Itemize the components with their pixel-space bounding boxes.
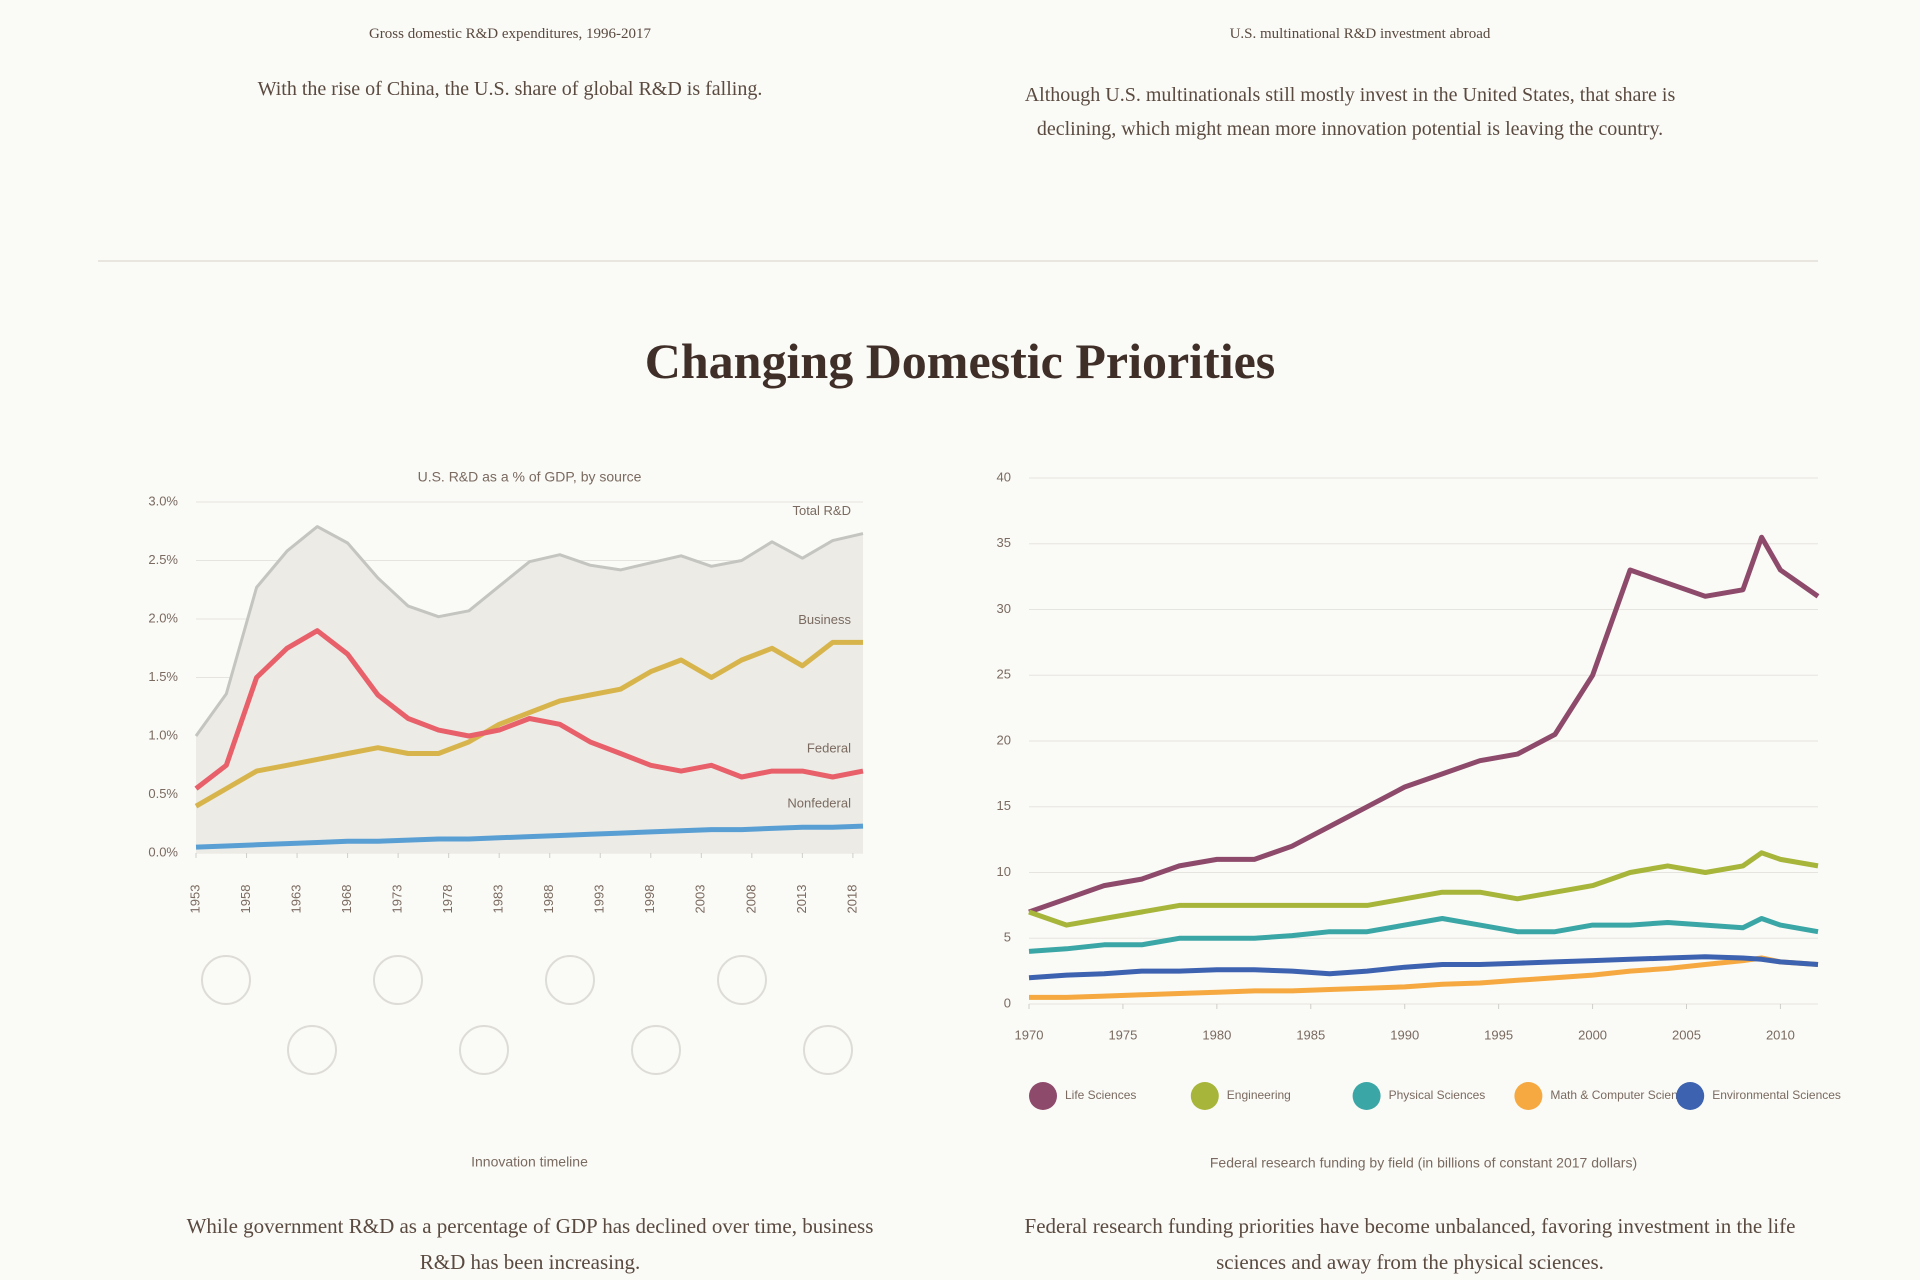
panel-description: With the rise of China, the U.S. share o… <box>257 78 763 100</box>
legend-swatch <box>1029 1082 1057 1110</box>
series-label: Nonfederal <box>787 796 851 811</box>
x-tick-label: 1958 <box>238 885 253 914</box>
x-tick-label: 2000 <box>1578 1027 1607 1042</box>
x-tick-label: 1953 <box>187 885 202 914</box>
x-tick-label: 2005 <box>1672 1027 1701 1042</box>
series-line <box>1028 850 1819 928</box>
y-tick-label: 0.0% <box>148 844 178 859</box>
series-line <box>194 628 864 791</box>
series-line <box>1028 916 1819 954</box>
x-tick-label: 2008 <box>743 885 758 914</box>
panel-caption: U.S. multinational R&D investment abroad <box>1229 26 1491 42</box>
legend-label: Engineering <box>1227 1088 1291 1102</box>
y-tick-label: 0.5% <box>148 786 178 801</box>
legend-label: Math & Computer Sciences <box>1550 1088 1696 1102</box>
y-tick-label: 35 <box>997 535 1011 550</box>
panel-description: Although U.S. multinationals still mostl… <box>1024 84 1676 140</box>
y-tick-label: 1.0% <box>148 727 178 742</box>
chart-caption: Federal research funding by field (in bi… <box>1210 1155 1637 1171</box>
y-tick-label: 10 <box>997 864 1011 879</box>
series-line <box>1028 534 1820 915</box>
x-tick-label: 1983 <box>491 885 506 914</box>
y-tick-label: 40 <box>997 469 1011 484</box>
series-line <box>195 823 864 850</box>
timeline-icon <box>803 1025 853 1075</box>
divider <box>98 260 1818 262</box>
x-tick-label: 1995 <box>1484 1027 1513 1042</box>
timeline-icon <box>287 1025 337 1075</box>
x-tick-label: 1998 <box>642 885 657 914</box>
y-tick-label: 2.5% <box>148 552 178 567</box>
chart-title: U.S. R&D as a % of GDP, by source <box>418 469 642 485</box>
area <box>196 526 863 853</box>
series-line <box>194 525 864 737</box>
series-line <box>1029 955 1819 1000</box>
panel-caption: Gross domestic R&D expenditures, 1996-20… <box>368 26 652 42</box>
note: While government R&D as a percentage of … <box>186 1214 874 1274</box>
series-line <box>1028 954 1819 981</box>
legend-label: Life Sciences <box>1065 1088 1136 1102</box>
x-tick-label: 2010 <box>1766 1027 1795 1042</box>
y-tick-label: 0 <box>1004 995 1011 1010</box>
legend-swatch <box>1352 1082 1381 1110</box>
legend-swatch <box>1676 1082 1705 1110</box>
x-tick-label: 1963 <box>288 885 303 914</box>
series-label: Total R&D <box>792 503 851 518</box>
timeline-icon <box>201 955 251 1005</box>
y-tick-label: 3.0% <box>148 493 178 508</box>
timeline-icon <box>459 1025 509 1075</box>
legend-label: Environmental Sciences <box>1712 1088 1841 1102</box>
y-tick-label: 5 <box>1004 930 1011 945</box>
note: Federal research funding priorities have… <box>1024 1214 1796 1274</box>
x-tick-label: 1993 <box>592 885 607 914</box>
x-tick-label: 1975 <box>1108 1027 1137 1042</box>
timeline-icon <box>717 955 767 1005</box>
timeline-icon <box>545 955 595 1005</box>
series-label: Business <box>798 612 851 627</box>
y-tick-label: 20 <box>997 732 1011 747</box>
x-tick-label: 1973 <box>390 885 405 914</box>
section-title: Changing Domestic Priorities <box>644 333 1276 389</box>
x-tick-label: 1985 <box>1296 1027 1325 1042</box>
y-tick-label: 2.0% <box>148 610 178 625</box>
x-tick-label: 1980 <box>1202 1027 1231 1042</box>
legend-swatch <box>1514 1082 1543 1110</box>
x-tick-label: 2018 <box>844 885 859 914</box>
legend-swatch <box>1190 1082 1219 1110</box>
series-line <box>194 639 863 809</box>
chart-caption: Innovation timeline <box>471 1154 588 1170</box>
y-tick-label: 30 <box>997 601 1011 616</box>
timeline-icon <box>373 955 423 1005</box>
x-tick-label: 1990 <box>1390 1027 1419 1042</box>
y-tick-label: 15 <box>997 798 1011 813</box>
y-tick-label: 25 <box>997 667 1011 682</box>
series-label: Federal <box>807 741 851 756</box>
x-tick-label: 2013 <box>794 885 809 914</box>
x-tick-label: 2003 <box>693 885 708 914</box>
x-tick-label: 1988 <box>541 885 556 914</box>
x-tick-label: 1970 <box>1015 1027 1044 1042</box>
y-tick-label: 1.5% <box>148 669 178 684</box>
timeline-icon <box>631 1025 681 1075</box>
x-tick-label: 1968 <box>339 885 354 914</box>
x-tick-label: 1978 <box>440 885 455 914</box>
legend-label: Physical Sciences <box>1389 1088 1486 1102</box>
